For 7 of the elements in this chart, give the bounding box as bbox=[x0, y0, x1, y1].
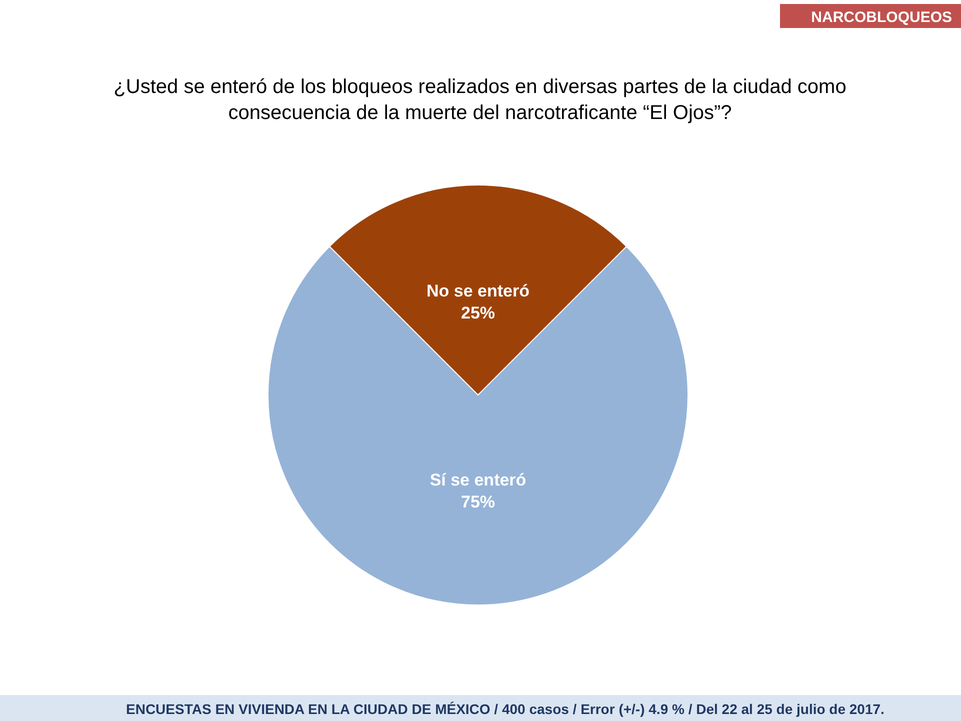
chart-title: ¿Usted se enteró de los bloqueos realizados en diversas partes de la ciudad como consecuencia de la muerte del narcotraficante “El Ojos”? bbox=[114, 76, 846, 124]
data-label: 25% bbox=[460, 304, 496, 322]
data-label: 75% bbox=[460, 492, 496, 512]
text: NARCOBLOQUEOS bbox=[811, 9, 952, 26]
text: ENCUESTAS EN VIVIENDA EN LA CIUDAD DE MÉXICO / 400 casos / Error (+/-) 4.9 % / Del 22 al 25 de julio de 2017. bbox=[126, 701, 884, 717]
slice-label: No se enteró bbox=[426, 282, 530, 300]
slice-label: Sí se enteró bbox=[430, 470, 526, 490]
